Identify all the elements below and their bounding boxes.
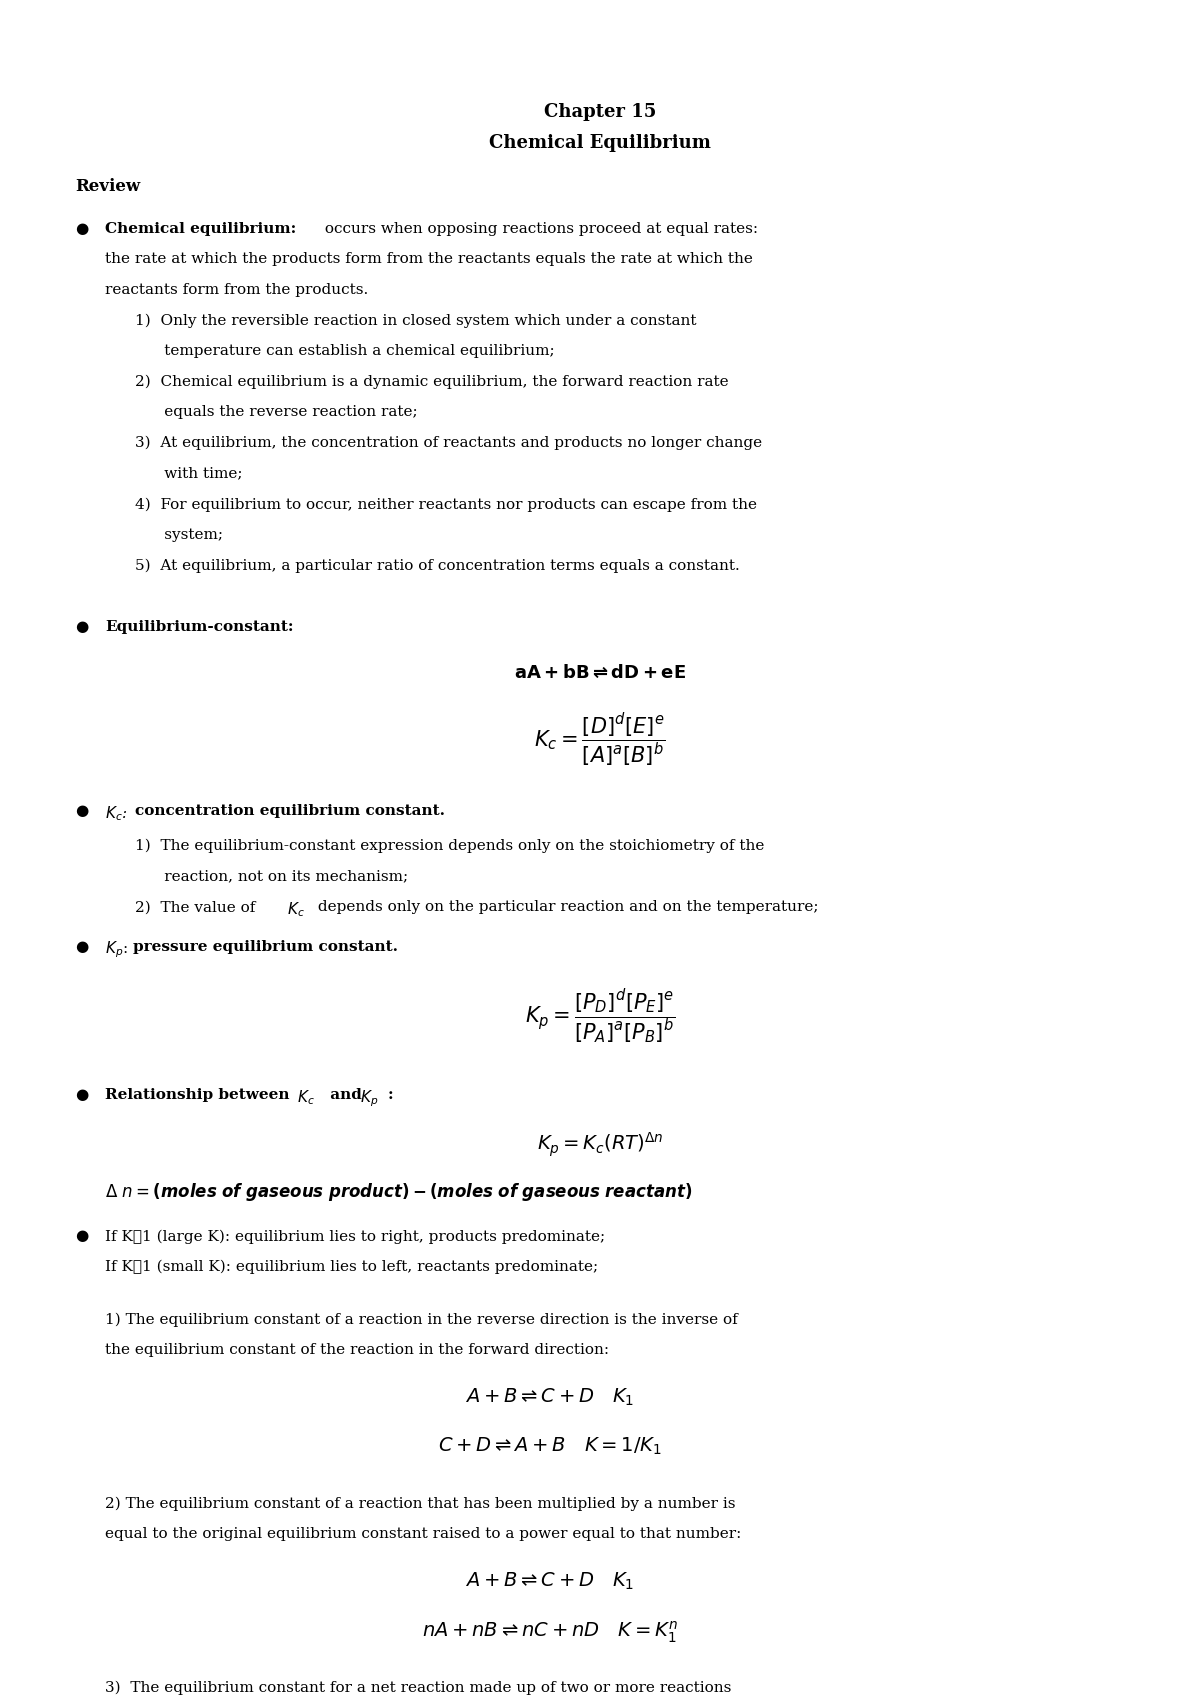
Text: ●: ● [74, 221, 89, 236]
Text: occurs when opposing reactions proceed at equal rates:: occurs when opposing reactions proceed a… [320, 221, 758, 236]
Text: ●: ● [74, 620, 89, 633]
Text: Relationship between: Relationship between [106, 1088, 295, 1102]
Text: $A + B \rightleftharpoons C + D \quad K_1$: $A + B \rightleftharpoons C + D \quad K_… [466, 1571, 635, 1593]
Text: 3)  The equilibrium constant for a net reaction made up of two or more reactions: 3) The equilibrium constant for a net re… [106, 1681, 731, 1695]
Text: $K_c$: $K_c$ [287, 900, 305, 919]
Text: Equilibrium-constant:: Equilibrium-constant: [106, 620, 294, 633]
Text: ●: ● [74, 939, 89, 954]
Text: the rate at which the products form from the reactants equals the rate at which : the rate at which the products form from… [106, 253, 752, 267]
Text: Chapter 15: Chapter 15 [544, 104, 656, 121]
Text: concentration equilibrium constant.: concentration equilibrium constant. [134, 803, 445, 818]
Text: 5)  At equilibrium, a particular ratio of concentration terms equals a constant.: 5) At equilibrium, a particular ratio of… [134, 559, 739, 572]
Text: Chemical Equilibrium: Chemical Equilibrium [490, 134, 710, 153]
Text: 2) The equilibrium constant of a reaction that has been multiplied by a number i: 2) The equilibrium constant of a reactio… [106, 1496, 736, 1511]
Text: equal to the original equilibrium constant raised to a power equal to that numbe: equal to the original equilibrium consta… [106, 1527, 742, 1542]
Text: If K≪1 (small K): equilibrium lies to left, reactants predominate;: If K≪1 (small K): equilibrium lies to le… [106, 1260, 598, 1275]
Text: 2)  The value of: 2) The value of [134, 900, 260, 914]
Text: $A + B \rightleftharpoons C + D \quad K_1$: $A + B \rightleftharpoons C + D \quad K_… [466, 1387, 635, 1408]
Text: 2)  Chemical equilibrium is a dynamic equilibrium, the forward reaction rate: 2) Chemical equilibrium is a dynamic equ… [134, 375, 728, 389]
Text: and: and [325, 1088, 367, 1102]
Text: reaction, not on its mechanism;: reaction, not on its mechanism; [134, 869, 408, 883]
Text: equals the reverse reaction rate;: equals the reverse reaction rate; [134, 406, 418, 419]
Text: Review: Review [74, 178, 140, 195]
Text: $\mathbf{aA + bB \rightleftharpoons dD + eE}$: $\mathbf{aA + bB \rightleftharpoons dD +… [514, 664, 686, 683]
Text: pressure equilibrium constant.: pressure equilibrium constant. [133, 939, 398, 954]
Text: 1) The equilibrium constant of a reaction in the reverse direction is the invers: 1) The equilibrium constant of a reactio… [106, 1313, 738, 1328]
Text: system;: system; [134, 528, 223, 542]
Text: $K_p = \dfrac{[P_D]^d[P_E]^e}{[P_A]^a[P_B]^b}$: $K_p = \dfrac{[P_D]^d[P_E]^e}{[P_A]^a[P_… [524, 988, 676, 1046]
Text: with time;: with time; [134, 467, 242, 481]
Text: $K_p$:: $K_p$: [106, 939, 130, 959]
Text: $\Delta\ n = \boldsymbol{(moles\ of\ gaseous\ product) - (moles\ of\ gaseous\ re: $\Delta\ n = \boldsymbol{(moles\ of\ gas… [106, 1182, 692, 1204]
Text: temperature can establish a chemical equilibrium;: temperature can establish a chemical equ… [134, 345, 554, 358]
Text: $nA + nB \rightleftharpoons nC + nD \quad K = K_1^n$: $nA + nB \rightleftharpoons nC + nD \qua… [422, 1620, 678, 1645]
Text: depends only on the particular reaction and on the temperature;: depends only on the particular reaction … [313, 900, 818, 914]
Text: ●: ● [74, 1088, 89, 1102]
Text: ●: ● [74, 803, 89, 818]
Text: ●: ● [74, 1229, 89, 1243]
Text: 4)  For equilibrium to occur, neither reactants nor products can escape from the: 4) For equilibrium to occur, neither rea… [134, 498, 757, 511]
Text: $K_c$: $K_c$ [298, 1088, 314, 1107]
Text: reactants form from the products.: reactants form from the products. [106, 284, 368, 297]
Text: :: : [388, 1088, 394, 1102]
Text: If K≫1 (large K): equilibrium lies to right, products predominate;: If K≫1 (large K): equilibrium lies to ri… [106, 1229, 605, 1245]
Text: $K_c = \dfrac{[D]^d[E]^e}{[A]^a[B]^b}$: $K_c = \dfrac{[D]^d[E]^e}{[A]^a[B]^b}$ [534, 711, 666, 769]
Text: $K_p = K_c(RT)^{\Delta n}$: $K_p = K_c(RT)^{\Delta n}$ [536, 1131, 664, 1158]
Text: the equilibrium constant of the reaction in the forward direction:: the equilibrium constant of the reaction… [106, 1343, 610, 1357]
Text: $C + D \rightleftharpoons A + B \quad K = 1/K_1$: $C + D \rightleftharpoons A + B \quad K … [438, 1435, 662, 1457]
Text: Chemical equilibrium:: Chemical equilibrium: [106, 221, 296, 236]
Text: 1)  The equilibrium-constant expression depends only on the stoichiometry of the: 1) The equilibrium-constant expression d… [134, 839, 764, 854]
Text: 1)  Only the reversible reaction in closed system which under a constant: 1) Only the reversible reaction in close… [134, 314, 696, 328]
Text: $K_p$: $K_p$ [360, 1088, 378, 1109]
Text: $K_c$:: $K_c$: [106, 803, 128, 822]
Text: 3)  At equilibrium, the concentration of reactants and products no longer change: 3) At equilibrium, the concentration of … [134, 436, 762, 450]
